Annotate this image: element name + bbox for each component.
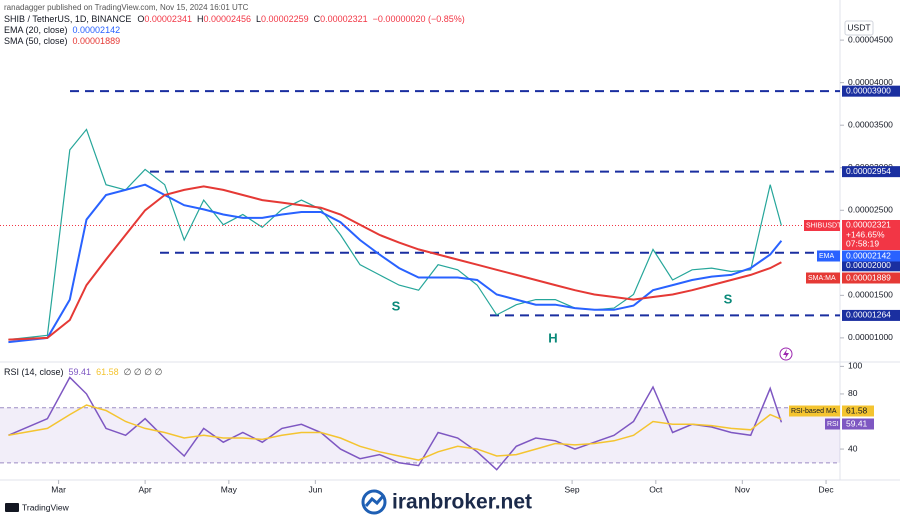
indicator-name: EMA (20, close) [4,25,68,35]
price-tag [804,219,840,231]
y-tick-label: 0.00002500 [848,205,893,215]
footer: TradingView [22,502,70,512]
currency-box [844,20,874,36]
rsi-tag [789,405,840,417]
ohlc-key: H [197,14,204,24]
indicator-tag-name: SMA:MA [808,275,836,282]
rsi-value: 61.58 [96,367,119,377]
rsi-legend: RSI (14, close) 59.41 61.58 ∅ ∅ ∅ ∅ [4,367,162,377]
ohlc-key: C [314,14,321,24]
rsi-tag [825,418,840,430]
x-tick-label: Apr [138,484,151,494]
indicator-legend: SMA (50, close) 0.00001889 [4,36,120,46]
price-tag-name: SHIBUSDT [806,222,842,229]
level-label: 0.00003900 [846,85,891,95]
level-badge [842,260,900,272]
level-label: 0.00002954 [846,166,891,176]
indicator-value: 0.00001889 [73,36,121,46]
pattern-label: H [548,330,557,345]
symbol-line: SHIB / TetherUS, 1D, BINANCE O0.00002341 H… [4,14,465,24]
pattern-label: S [392,298,401,313]
rsi-tick-label: 100 [848,361,862,371]
currency: USDT [847,22,870,32]
rsi-nulls: ∅ ∅ ∅ ∅ [124,367,163,377]
indicator-badge-value: 0.00001889 [846,272,891,282]
ohlc-value: 0.00002321 [320,14,368,24]
rsi-badge [842,418,874,430]
indicator-value: 0.00002142 [73,25,121,35]
level-badge [842,166,900,178]
series-line [8,128,782,341]
ohlc-value: 0.00002341 [144,14,192,24]
watermark-logo [361,489,387,515]
x-tick-label: Jun [308,484,322,494]
watermark: iranbroker.net [392,491,532,514]
rsi-tag-name: RSI-based MA [791,408,837,415]
price-badge [842,219,900,250]
ohlc-value: 0.00002259 [261,14,309,24]
rsi-badge-value: 61.58 [846,405,868,415]
ohlc-key: O [137,14,144,24]
y-tick-label: 0.00001500 [848,290,893,300]
event-bolt [783,349,789,359]
tv-logo [5,503,19,512]
y-tick-label: 0.00004000 [848,77,893,87]
x-tick-label: Oct [649,484,663,494]
rsi-tag-name: RSI [827,421,839,428]
rsi-tick-label: 40 [848,443,858,453]
indicator-tag [817,250,840,262]
x-tick-label: Sep [565,484,580,494]
countdown: 07:58:19 [846,239,879,249]
level-badge [842,85,900,97]
rsi-title: RSI (14, close) [4,367,64,377]
y-tick-label: 0.00004500 [848,34,893,44]
indicator-tag [806,272,840,284]
symbol: SHIB / TetherUS, 1D, BINANCE [4,14,131,24]
series-line [8,404,782,461]
x-tick-label: Dec [818,484,834,494]
series-line [8,185,782,341]
rsi-value: 59.41 [69,367,92,377]
publisher: ranadagger published on TradingView.com,… [4,3,249,12]
rsi-badge-value: 59.41 [846,418,868,428]
indicator-name: SMA (50, close) [4,36,68,46]
x-tick-label: May [221,484,238,494]
indicator-legend: EMA (20, close) 0.00002142 [4,25,120,35]
price-change: +146.65% [846,230,885,240]
indicator-badge [842,250,900,262]
indicator-tag-name: EMA [819,253,835,260]
level-label: 0.00001264 [846,310,891,320]
rsi-badge [842,405,874,417]
series-line [8,183,783,344]
price-value: 0.00002321 [846,220,891,230]
ohlc-key: L [256,14,261,24]
pattern-label: S [724,291,733,306]
y-tick-label: 0.00001000 [848,332,893,342]
change: −0.00000020 (−0.85%) [373,14,465,24]
x-tick-label: Nov [735,484,751,494]
level-label: 0.00002000 [846,260,891,270]
rsi-band [0,407,840,463]
ohlc-value: 0.00002456 [203,14,251,24]
level-badge [842,309,900,321]
x-tick-label: Mar [51,484,66,494]
y-tick-label: 0.00003500 [848,119,893,129]
indicator-badge-value: 0.00002142 [846,250,891,260]
series-line [8,376,783,471]
rsi-tick-label: 80 [848,388,858,398]
indicator-badge [842,272,900,284]
